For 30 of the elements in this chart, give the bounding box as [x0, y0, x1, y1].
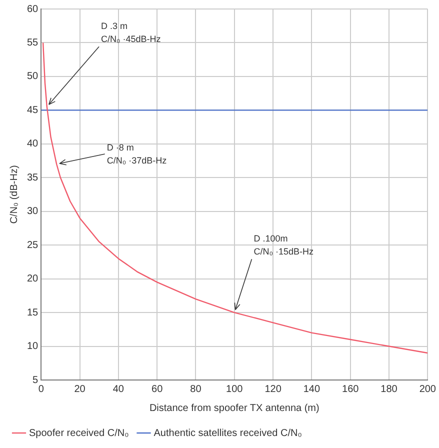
y-tick-label: 20: [27, 274, 39, 285]
x-tick-label: 40: [112, 384, 124, 395]
y-tick-label: 15: [27, 307, 39, 318]
x-tick-label: 0: [38, 384, 44, 395]
x-tick-label: 80: [190, 384, 202, 395]
y-tick-label: 60: [27, 4, 39, 15]
y-tick-label: 50: [27, 71, 39, 82]
x-tick-label: 60: [152, 384, 164, 395]
x-tick-label: 200: [419, 384, 436, 395]
y-axis-title: C/N₀ (dB-Hz): [8, 165, 20, 224]
y-tick-label: 10: [27, 341, 39, 352]
legend-label: Spoofer received C/N₀: [29, 428, 129, 439]
y-tick-label: 30: [27, 206, 39, 218]
x-axis-title: Distance from spoofer TX antenna (m): [149, 402, 320, 414]
annotation: D .100m C/N₀ ·15dB-Hz: [254, 234, 314, 257]
x-tick-label: 140: [303, 384, 320, 395]
y-tick-label: 45: [27, 104, 39, 116]
annotation: D .3 m C/N₀ ·45dB-Hz: [101, 21, 162, 44]
x-tick-label: 120: [264, 384, 282, 395]
legend-label: Authentic satellites received C/N₀: [154, 428, 302, 439]
x-tick-label: 160: [342, 384, 360, 395]
y-tick-label: 25: [27, 240, 39, 251]
y-tick-label: 40: [27, 138, 39, 150]
x-tick-label: 20: [74, 384, 86, 395]
y-tick-label: 55: [27, 37, 39, 48]
x-tick-label: 180: [380, 384, 398, 395]
y-tick-label: 5: [32, 374, 39, 386]
annotation: D ·8 m C/N₀ ·37dB-Hz: [106, 142, 168, 166]
x-tick-label: 100: [226, 384, 244, 395]
y-tick-label: 35: [27, 172, 39, 184]
